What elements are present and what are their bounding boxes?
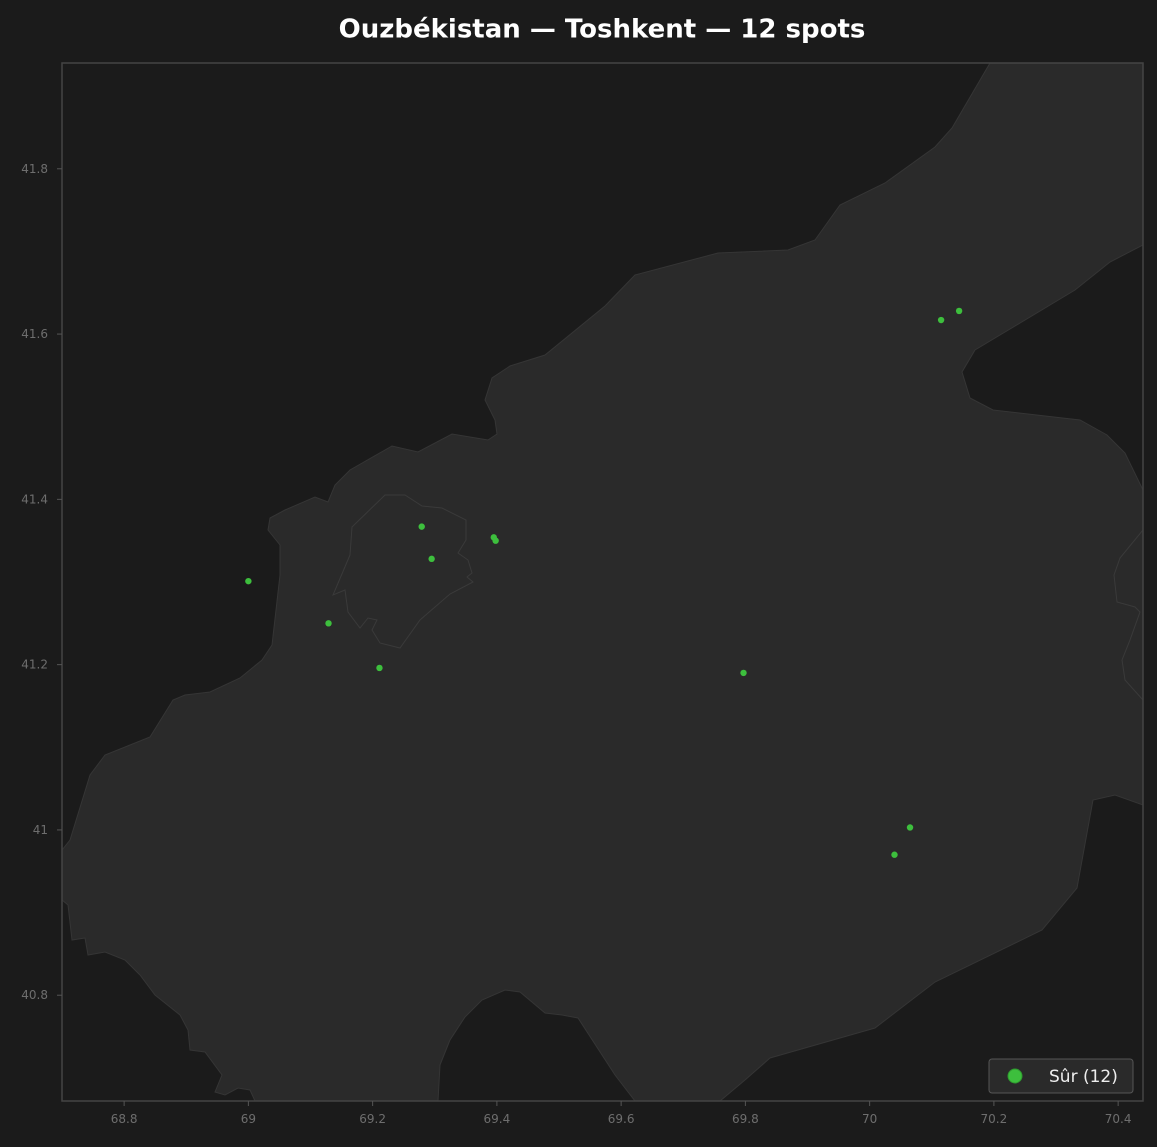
x-tick-label: 70.4 — [1105, 1112, 1132, 1126]
map-regions — [62, 63, 1143, 1101]
y-tick-label: 41.6 — [21, 327, 48, 341]
y-tick-label: 41.4 — [21, 492, 48, 506]
spot — [891, 851, 898, 858]
x-tick-label: 69 — [241, 1112, 256, 1126]
region — [62, 63, 1143, 1101]
spot — [376, 664, 383, 672]
spot — [740, 669, 747, 677]
region-border — [1113, 529, 1143, 701]
y-tick-label: 41.2 — [21, 658, 48, 672]
city-boundary — [332, 494, 474, 649]
y-tick-label: 41 — [33, 823, 48, 837]
x-tick-label: 69.4 — [484, 1112, 511, 1126]
spot — [245, 577, 252, 585]
x-tick-label: 70 — [862, 1112, 877, 1126]
spot — [937, 316, 945, 324]
x-tick-label: 68.8 — [111, 1112, 138, 1126]
spot — [955, 307, 963, 315]
y-tick-label: 41.8 — [21, 162, 48, 176]
plot-frame — [61, 62, 1144, 1102]
legend-label: Sûr (12) — [1049, 1067, 1118, 1087]
x-tick-label: 70.2 — [981, 1112, 1008, 1126]
spot — [418, 523, 425, 530]
spot — [325, 620, 332, 627]
y-tick-label: 40.8 — [21, 988, 48, 1002]
spot — [906, 824, 914, 831]
x-tick-label: 69.2 — [359, 1112, 386, 1126]
legend-box — [988, 1058, 1134, 1094]
spot — [428, 555, 435, 563]
legend-marker — [1007, 1068, 1023, 1084]
chart-title: Ouzbékistan — Toshkent — 12 spots — [339, 15, 866, 45]
x-tick-label: 69.8 — [732, 1112, 759, 1126]
x-tick-label: 69.6 — [608, 1112, 635, 1126]
legend: Sûr (12) — [988, 1058, 1134, 1094]
spot — [492, 537, 499, 544]
